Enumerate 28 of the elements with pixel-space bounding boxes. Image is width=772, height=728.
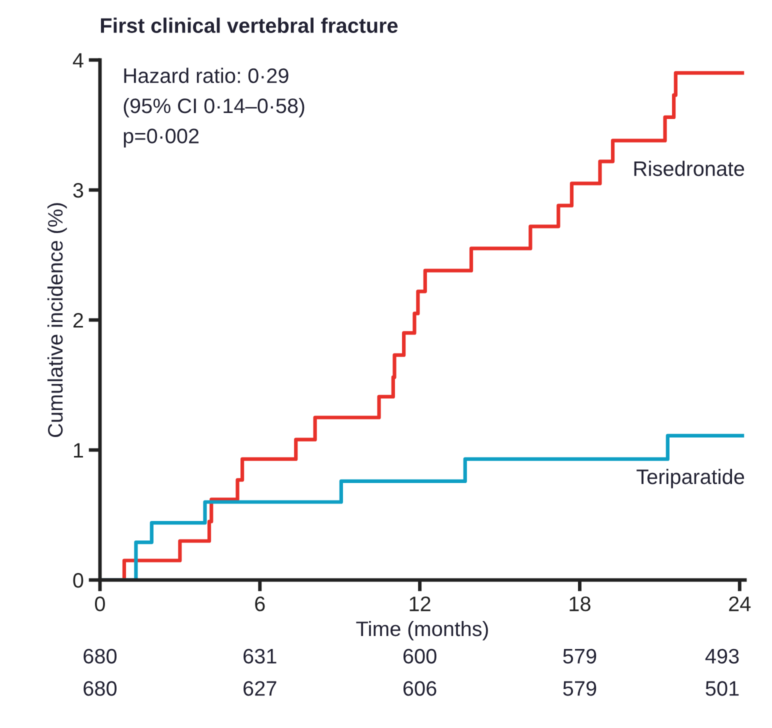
x-tick-label: 12 xyxy=(410,596,430,612)
text: 600 xyxy=(403,648,436,664)
y-tick-label: 3 xyxy=(73,182,84,198)
text: 627 xyxy=(244,681,276,696)
annotation: (95% CI 0·14–0·58) xyxy=(124,98,304,118)
series-label: Risedronate xyxy=(634,160,744,176)
x-tick-label: 6 xyxy=(255,596,265,612)
series-label: Teriparatide xyxy=(636,468,744,488)
x-tick-label: 0 xyxy=(94,596,105,612)
text: 680 xyxy=(84,681,117,696)
text: 680 xyxy=(84,648,117,664)
x-axis-title: Time (months) xyxy=(356,620,488,640)
y-axis-title: Cumulative incidence (%) xyxy=(47,203,67,438)
text: 579 xyxy=(563,648,596,664)
text: 631 xyxy=(244,648,276,664)
annotation: Hazard ratio: 0·29 xyxy=(124,68,288,84)
chart-title: First clinical vertebral fracture xyxy=(100,18,398,33)
annotation: p=0·002 xyxy=(124,128,199,148)
y-tick-label: 1 xyxy=(74,443,83,458)
y-tick-label: 2 xyxy=(73,312,83,328)
text: 579 xyxy=(563,681,596,696)
y-tick-label: 0 xyxy=(73,573,84,588)
y-tick-label: 4 xyxy=(72,53,84,68)
text: 493 xyxy=(705,648,739,664)
x-tick-label: 24 xyxy=(729,596,751,612)
text: 606 xyxy=(403,681,436,696)
x-tick-label: 18 xyxy=(570,596,590,612)
text: 501 xyxy=(706,681,739,696)
